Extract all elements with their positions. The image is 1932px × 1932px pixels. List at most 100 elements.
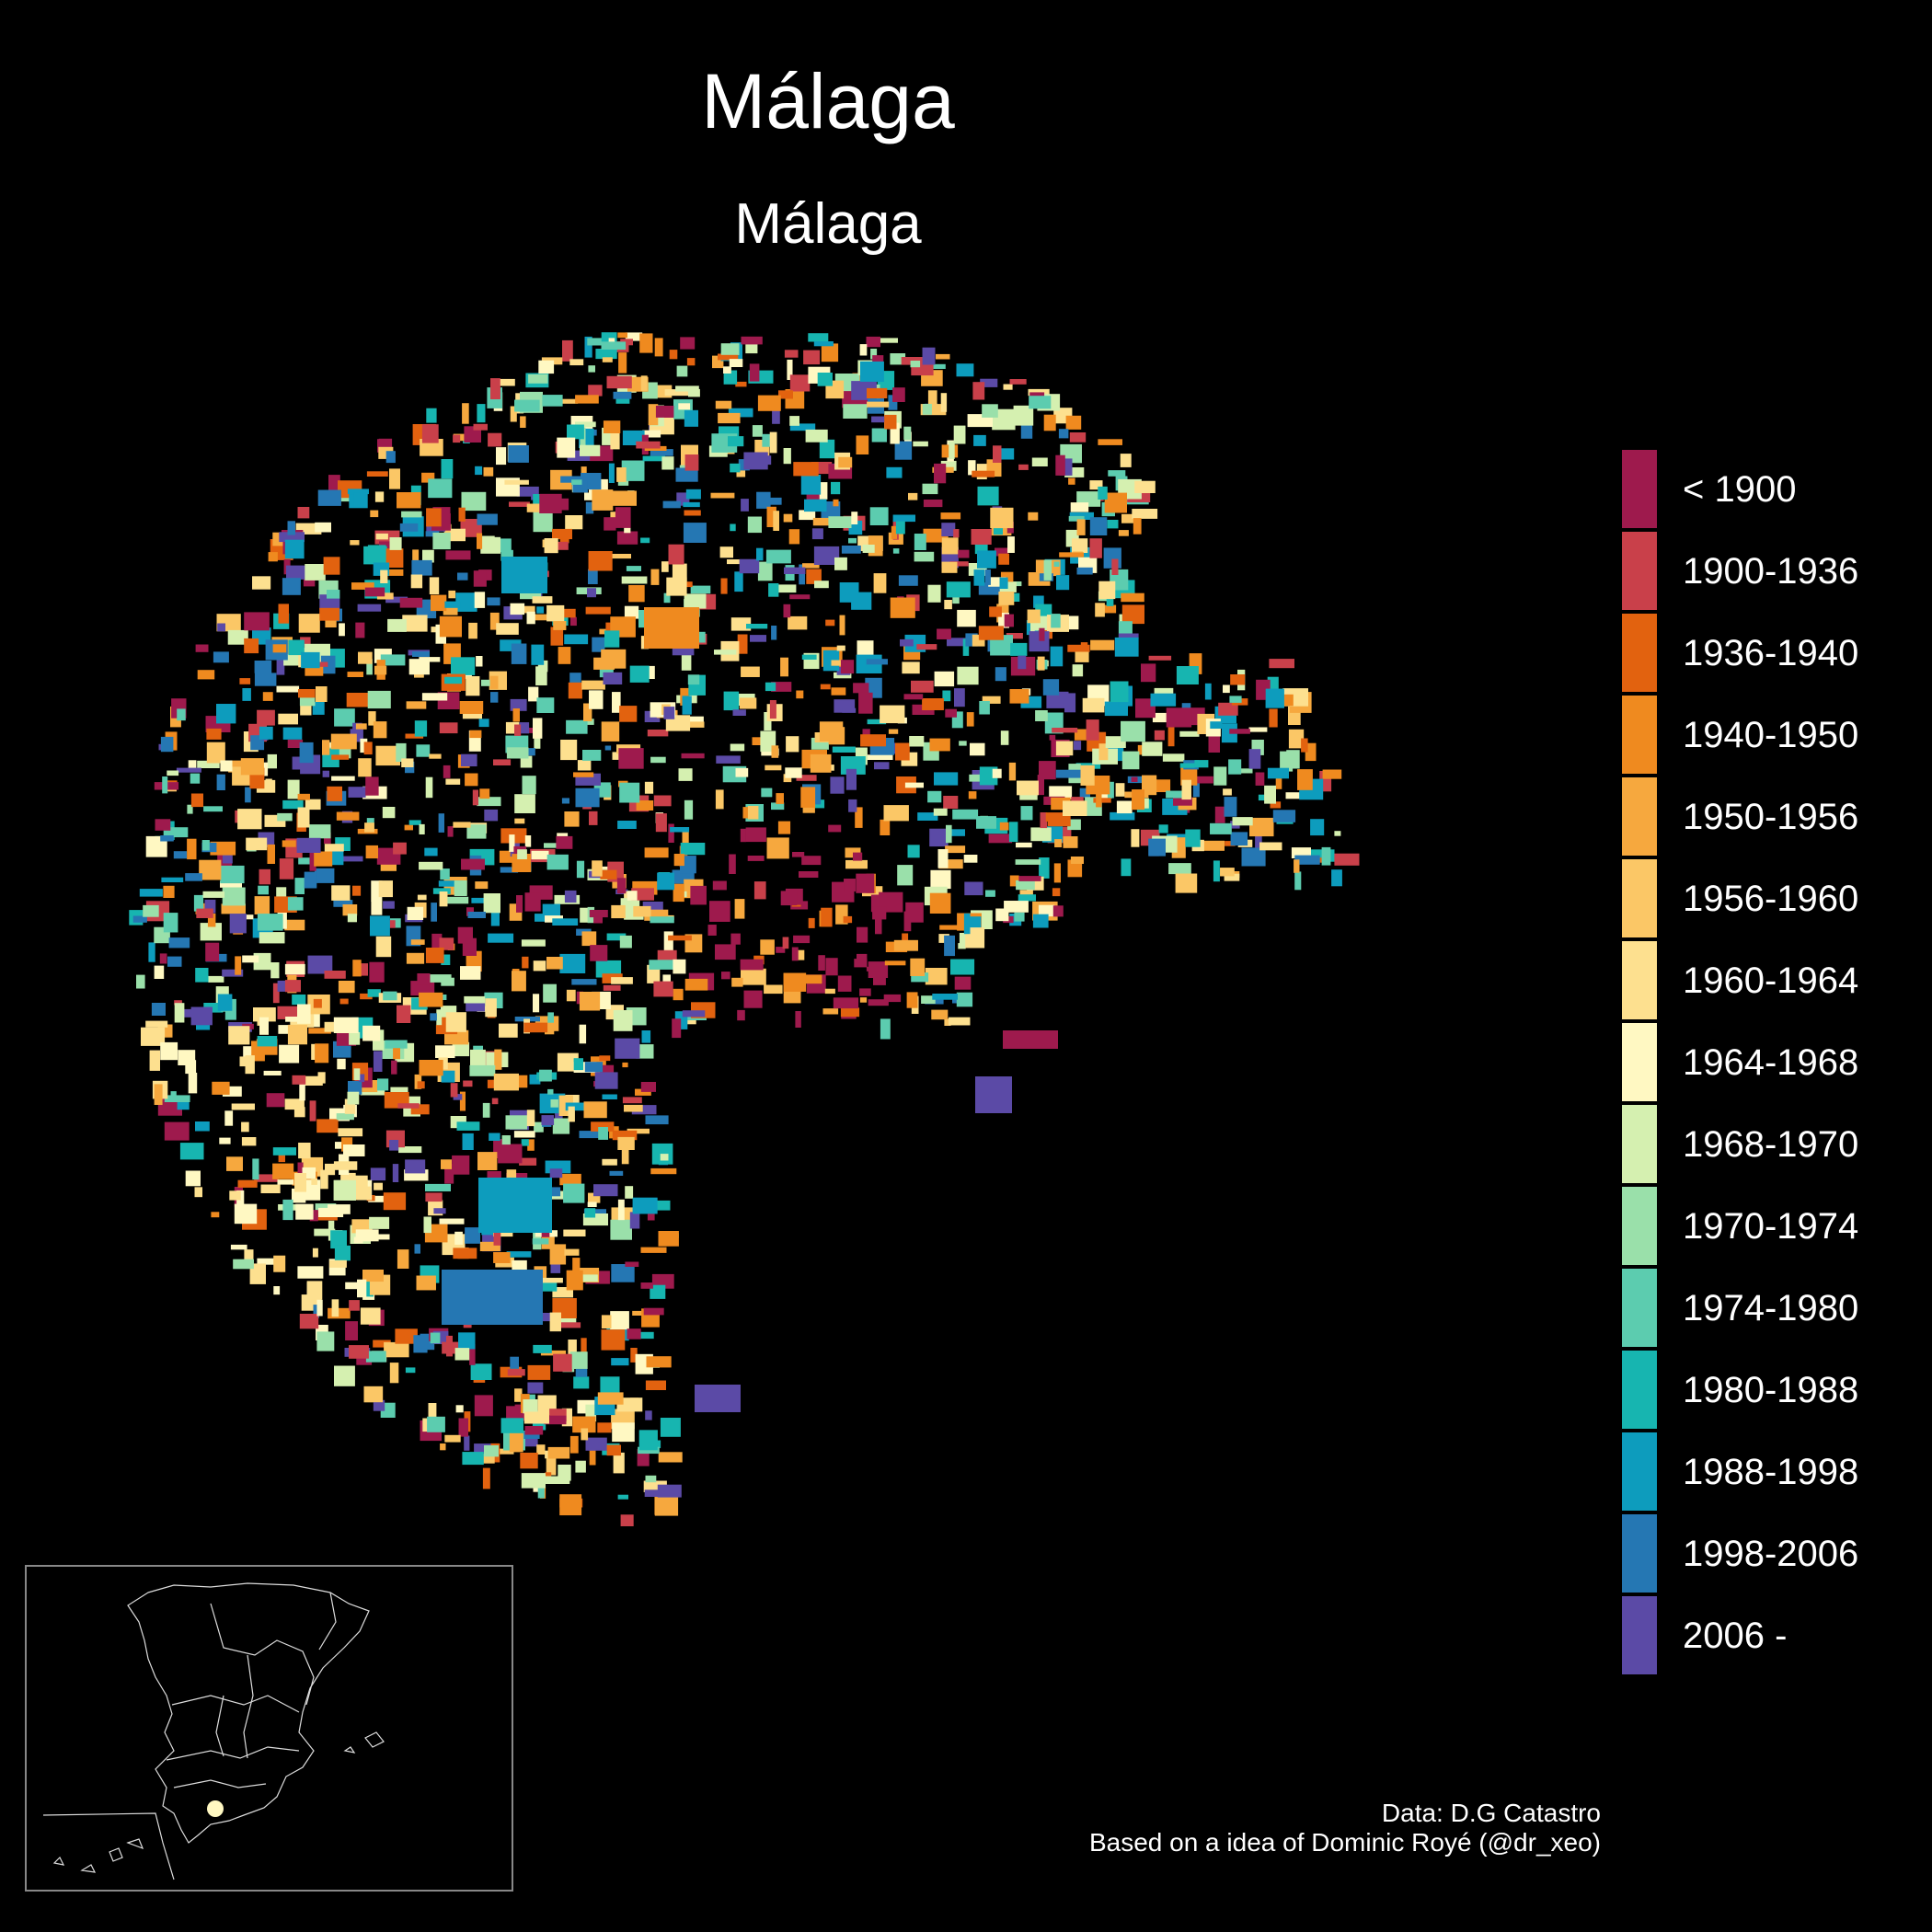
building-footprint xyxy=(593,1184,618,1197)
building-footprint xyxy=(797,949,805,960)
building-footprint xyxy=(534,735,541,749)
building-footprint xyxy=(293,1107,305,1118)
building-footprint xyxy=(910,361,921,368)
building-footprint xyxy=(1016,842,1032,848)
building-footprint xyxy=(952,809,979,820)
building-footprint xyxy=(550,1099,558,1108)
building-footprint xyxy=(799,871,819,878)
building-footprint xyxy=(408,820,421,825)
building-footprint xyxy=(588,1192,601,1203)
building-footprint xyxy=(464,426,481,443)
building-footprint xyxy=(685,489,701,500)
building-footprint xyxy=(944,935,955,957)
building-footprint xyxy=(270,962,280,979)
building-footprint xyxy=(1297,769,1313,790)
building-footprint xyxy=(222,1086,242,1097)
building-footprint xyxy=(351,582,374,590)
building-footprint xyxy=(606,933,627,941)
building-footprint xyxy=(338,1128,363,1137)
building-footprint xyxy=(573,1058,583,1071)
building-footprint xyxy=(650,449,673,456)
building-footprint xyxy=(747,516,762,534)
building-footprint xyxy=(385,1040,408,1049)
building-footprint xyxy=(571,979,597,985)
building-footprint xyxy=(284,980,301,993)
building-footprint xyxy=(801,654,817,660)
building-footprint xyxy=(245,1055,255,1075)
building-footprint xyxy=(217,623,225,632)
building-footprint xyxy=(491,378,515,386)
building-footprint xyxy=(168,937,190,949)
building-footprint xyxy=(985,890,995,897)
building-footprint xyxy=(466,824,487,839)
building-footprint xyxy=(866,336,880,348)
building-footprint xyxy=(458,507,466,522)
building-footprint xyxy=(756,491,771,509)
building-footprint xyxy=(982,696,1001,704)
building-footprint xyxy=(360,738,368,753)
building-footprint xyxy=(803,350,821,365)
building-footprint xyxy=(431,594,447,612)
building-footprint xyxy=(399,597,423,608)
building-footprint xyxy=(654,1497,679,1516)
building-footprint xyxy=(1055,769,1081,778)
building-footprint xyxy=(658,1452,683,1463)
building-footprint xyxy=(1208,735,1220,753)
building-footprint xyxy=(999,822,1009,831)
building-footprint xyxy=(673,959,686,974)
building-footprint xyxy=(730,617,752,631)
building-footprint xyxy=(512,708,520,722)
building-footprint xyxy=(565,1102,588,1111)
building-footprint xyxy=(522,728,542,733)
building-footprint xyxy=(934,463,947,484)
building-footprint xyxy=(513,1131,535,1138)
building-footprint xyxy=(760,939,775,955)
building-footprint xyxy=(542,1313,557,1322)
building-footprint xyxy=(777,821,791,834)
building-footprint xyxy=(370,510,379,518)
building-footprint xyxy=(906,992,918,1008)
building-footprint xyxy=(684,799,694,820)
building-footprint xyxy=(1249,817,1274,837)
building-footprint xyxy=(233,1259,254,1270)
building-footprint xyxy=(462,713,482,719)
building-footprint xyxy=(575,1460,586,1473)
building-footprint xyxy=(230,1244,247,1250)
building-footprint xyxy=(650,1284,666,1299)
building-footprint xyxy=(219,1137,231,1144)
building-footprint xyxy=(686,358,696,366)
building-footprint xyxy=(800,475,822,495)
building-footprint xyxy=(1000,730,1009,745)
building-footprint xyxy=(611,904,626,919)
building-footprint xyxy=(381,569,404,576)
building-footprint xyxy=(769,700,776,719)
building-footprint xyxy=(603,984,621,991)
building-footprint xyxy=(684,409,698,427)
building-footprint xyxy=(1322,769,1342,779)
building-footprint xyxy=(588,551,613,571)
building-footprint xyxy=(322,770,329,777)
building-footprint xyxy=(552,528,572,540)
building-footprint xyxy=(645,1410,652,1420)
building-footprint xyxy=(546,854,569,870)
building-footprint xyxy=(1106,594,1114,606)
building-footprint xyxy=(914,534,926,550)
building-footprint xyxy=(444,601,461,608)
building-footprint xyxy=(266,1093,285,1108)
building-footprint xyxy=(489,612,500,630)
building-footprint xyxy=(148,942,155,962)
building-footprint xyxy=(235,956,242,975)
building-footprint xyxy=(306,1281,323,1300)
building-footprint xyxy=(521,1438,538,1447)
building-footprint xyxy=(514,724,522,736)
building-footprint xyxy=(880,705,905,724)
building-footprint xyxy=(501,557,547,593)
building-footprint xyxy=(683,501,700,508)
building-footprint xyxy=(273,1255,286,1272)
building-footprint xyxy=(824,988,835,995)
building-footprint xyxy=(489,1448,514,1455)
building-footprint xyxy=(1241,847,1266,867)
building-footprint xyxy=(661,456,674,470)
building-footprint xyxy=(1158,824,1168,834)
building-footprint xyxy=(443,765,451,778)
